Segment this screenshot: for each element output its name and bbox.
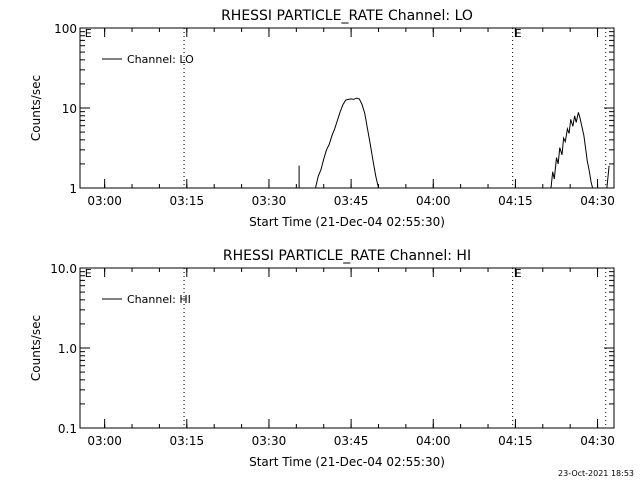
event-marker-label: E bbox=[515, 267, 522, 280]
y-tick-label: 1 bbox=[69, 182, 77, 196]
y-tick-label: 10 bbox=[62, 102, 77, 116]
lo-channel-panel: RHESSI PARTICLE_RATE Channel: LO Start Ti… bbox=[29, 8, 615, 229]
plot-frame bbox=[79, 27, 615, 189]
legend-label: Channel: LO bbox=[127, 53, 194, 66]
data-series-line bbox=[315, 97, 379, 189]
chart-title: RHESSI PARTICLE_RATE Channel: LO bbox=[221, 8, 473, 24]
x-axis-label: Start Time (21-Dec-04 02:55:30) bbox=[249, 215, 445, 229]
footer-timestamp: 23-Oct-2021 18:53 bbox=[558, 469, 634, 478]
x-tick-label: 04:30 bbox=[580, 434, 615, 448]
x-tick-label: 04:15 bbox=[498, 194, 533, 208]
y-tick-label: 0.1 bbox=[58, 422, 77, 436]
x-tick-label: 03:30 bbox=[252, 434, 287, 448]
x-tick-label: 04:30 bbox=[580, 194, 615, 208]
data-series-line bbox=[550, 112, 595, 189]
x-tick-label: 03:15 bbox=[170, 194, 205, 208]
chart-title: RHESSI PARTICLE_RATE Channel: HI bbox=[223, 248, 471, 264]
x-tick-label: 03:00 bbox=[87, 434, 122, 448]
event-marker-label: E bbox=[515, 27, 522, 40]
legend-label: Channel: HI bbox=[127, 293, 191, 306]
x-tick-label: 04:00 bbox=[416, 434, 451, 448]
x-tick-label: 03:45 bbox=[334, 434, 369, 448]
plot-frame bbox=[79, 267, 615, 429]
y-axis-label: Counts/sec bbox=[29, 315, 43, 381]
y-axis-label: Counts/sec bbox=[29, 75, 43, 141]
hi-channel-panel: RHESSI PARTICLE_RATE Channel: HI Start Ti… bbox=[29, 248, 615, 469]
x-tick-label: 04:00 bbox=[416, 194, 451, 208]
x-tick-label: 03:15 bbox=[170, 434, 205, 448]
x-axis-label: Start Time (21-Dec-04 02:55:30) bbox=[249, 455, 445, 469]
y-tick-label: 1.0 bbox=[58, 342, 77, 356]
event-marker-label: E bbox=[85, 267, 92, 280]
x-tick-label: 03:30 bbox=[252, 194, 287, 208]
y-tick-label: 100 bbox=[54, 22, 77, 36]
x-tick-label: 03:45 bbox=[334, 194, 369, 208]
data-series-line bbox=[606, 165, 610, 189]
x-tick-label: 03:00 bbox=[87, 194, 122, 208]
y-tick-label: 10.0 bbox=[50, 262, 77, 276]
event-marker-label: E bbox=[85, 27, 92, 40]
x-tick-label: 04:15 bbox=[498, 434, 533, 448]
